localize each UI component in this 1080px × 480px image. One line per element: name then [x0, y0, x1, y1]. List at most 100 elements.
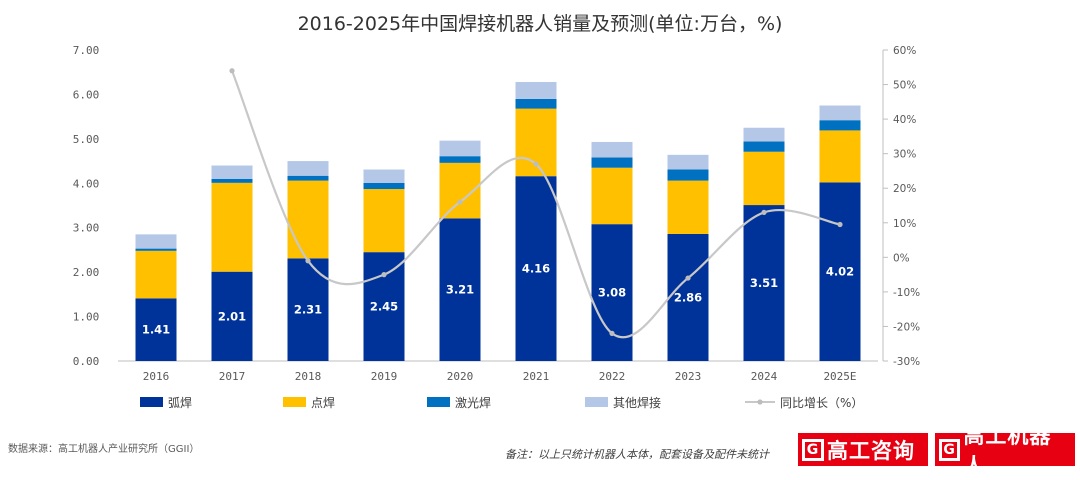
- y-left-tick-label: 5.00: [73, 133, 100, 146]
- legend-swatch-2: [283, 397, 306, 407]
- x-tick-label: 2025E: [823, 370, 856, 383]
- bar-data-label: 1.41: [142, 323, 170, 337]
- bar-segment-3: [591, 157, 633, 168]
- bar-segment-4: [667, 154, 709, 170]
- chart-bars: 1.41 2.01 2.31 2.45 3.21 4.16 3.08 2.86 3.51 4.02: [135, 81, 861, 361]
- x-tick-label: 2016: [143, 370, 170, 383]
- yoy-point: [305, 258, 311, 264]
- bar-segment-3: [667, 169, 709, 181]
- y-right-tick-label: 60%: [893, 45, 916, 57]
- y-left-tick-label: 6.00: [73, 88, 100, 101]
- chart-svg: 2016-2025年中国焊接机器人销量及预测(单位:万台，%) 0.00 1.00…: [73, 13, 920, 410]
- bar-segment-1: [439, 218, 481, 361]
- yoy-point: [837, 221, 843, 228]
- y-right-tick-label: -30%: [893, 356, 920, 368]
- bar-segment-3: [743, 141, 785, 152]
- y-right-tick-label: 50%: [893, 80, 916, 92]
- bar-segment-1: [515, 176, 557, 361]
- legend-line-marker: [757, 399, 763, 405]
- logo-text: 高工咨询: [827, 438, 915, 463]
- bar-segment-2: [819, 130, 861, 183]
- x-tick-label: 2024: [751, 370, 778, 383]
- yoy-point: [761, 209, 767, 216]
- g-logo-icon: G: [939, 438, 961, 461]
- bar-segment-4: [363, 169, 405, 183]
- yoy-point: [685, 275, 691, 281]
- bar-data-label: 4.16: [522, 262, 550, 276]
- bar-data-label: 2.01: [218, 309, 246, 323]
- bar-segment-1: [819, 182, 861, 361]
- chart-axes: 0.00 1.00 2.00 3.00 4.00 5.00 6.00 7.00 -30% -20%…: [73, 44, 920, 383]
- y-left-tick-label: 7.00: [73, 44, 100, 57]
- y-right-tick-label: 40%: [893, 114, 916, 126]
- y-left-tick-label: 0.00: [73, 355, 100, 368]
- bar-segment-3: [135, 248, 177, 251]
- chart-title: 2016-2025年中国焊接机器人销量及预测(单位:万台，%): [298, 13, 783, 35]
- legend-label-1: 弧焊: [168, 395, 192, 410]
- yoy-point: [229, 68, 235, 74]
- bar-segment-1: [743, 205, 785, 361]
- bar-segment-4: [439, 140, 481, 157]
- legend-label-2: 点焊: [311, 395, 335, 410]
- legend-label-4: 其他焊接: [613, 395, 661, 410]
- bar-segment-4: [591, 141, 633, 158]
- data-source-note: 数据来源：高工机器人产业研究所（GGII）: [8, 444, 200, 455]
- yoy-point: [381, 272, 387, 278]
- bar-segment-2: [211, 182, 253, 272]
- bar-segment-4: [819, 105, 861, 121]
- chart-yoy-line: [229, 68, 843, 339]
- logo-text: 高工机器人: [963, 423, 1052, 478]
- bar-segment-1: [667, 233, 709, 361]
- legend-swatch-1: [140, 397, 163, 407]
- y-left-tick-label: 4.00: [73, 177, 100, 190]
- bar-segment-1: [363, 252, 405, 361]
- bar-segment-3: [287, 175, 329, 181]
- yoy-point: [533, 161, 539, 167]
- bar-data-label: 2.31: [294, 303, 322, 317]
- bar-segment-3: [363, 182, 405, 190]
- bar-segment-2: [363, 189, 405, 253]
- gg-robot-logo: G 高工机器人: [935, 424, 1075, 478]
- y-right-tick-label: 30%: [893, 149, 916, 161]
- x-tick-label: 2019: [371, 370, 398, 383]
- bar-segment-4: [211, 165, 253, 179]
- bar-segment-4: [135, 234, 177, 249]
- y-right-tick-label: -20%: [893, 321, 920, 333]
- x-tick-label: 2022: [599, 370, 626, 383]
- bar-segment-4: [287, 161, 329, 176]
- bar-segment-2: [667, 180, 709, 234]
- bar-segment-3: [439, 156, 481, 163]
- gg-consulting-logo: G 高工咨询: [798, 433, 928, 466]
- x-tick-label: 2017: [219, 370, 246, 383]
- y-right-tick-label: -10%: [893, 287, 920, 299]
- legend-label-yoy: 同比增长（%）: [780, 396, 863, 410]
- legend-swatch-3: [427, 397, 450, 407]
- bar-segment-4: [515, 81, 557, 99]
- legend-label-3: 激光焊: [455, 395, 491, 410]
- y-right-tick-label: 10%: [893, 218, 916, 230]
- yoy-point: [457, 199, 463, 205]
- bar-data-label: 3.51: [750, 276, 778, 290]
- bar-data-label: 4.02: [826, 265, 854, 279]
- bar-segment-3: [819, 120, 861, 131]
- bar-segment-3: [515, 98, 557, 109]
- bar-data-label: 2.86: [674, 290, 702, 304]
- footnote: 备注：以上只统计机器人本体，配套设备及配件未统计: [505, 448, 769, 461]
- legend-swatch-4: [585, 397, 608, 407]
- bar-segment-1: [211, 271, 253, 361]
- bar-segment-2: [743, 151, 785, 206]
- y-left-tick-label: 2.00: [73, 266, 100, 279]
- bar-segment-1: [135, 298, 177, 361]
- y-left-tick-label: 3.00: [73, 222, 100, 235]
- bar-data-label: 3.21: [446, 283, 474, 297]
- x-tick-label: 2023: [675, 370, 702, 383]
- x-tick-label: 2021: [523, 370, 550, 383]
- yoy-point: [609, 330, 615, 336]
- bar-data-label: 2.45: [370, 300, 398, 314]
- x-tick-label: 2018: [295, 370, 322, 383]
- bar-segment-2: [591, 167, 633, 225]
- bar-segment-4: [743, 127, 785, 142]
- chart-legend: 弧焊 点焊 激光焊 其他焊接 同比增长（%）: [140, 395, 863, 410]
- g-logo-icon: G: [802, 438, 824, 461]
- y-right-tick-label: 20%: [893, 183, 916, 195]
